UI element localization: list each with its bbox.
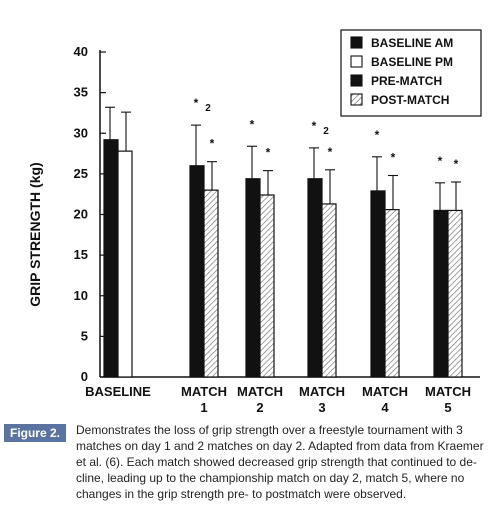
legend-label: BASELINE PM [371, 55, 453, 69]
legend: BASELINE AM BASELINE PM PRE-MATCH POST-MATC… [340, 29, 482, 117]
legend-swatch [350, 93, 363, 106]
significance-marker: * [375, 128, 380, 142]
y-tick-label: 15 [74, 247, 88, 262]
bar [447, 209, 463, 378]
y-tick-label: 30 [74, 125, 88, 140]
legend-label: PRE-MATCH [371, 74, 442, 88]
caption-line: cline, leading up to the championship ma… [76, 471, 465, 485]
y-tick-label: 40 [74, 44, 88, 59]
significance-marker: * [250, 117, 255, 131]
x-tick-label: 1 [200, 400, 207, 415]
legend-swatch [350, 74, 363, 87]
figure-label: Figure 2. [4, 424, 66, 442]
caption-line: matches on day 1 and 2 matches on day 2.… [76, 439, 484, 453]
bar [433, 209, 449, 378]
caption-line: changes in the grip strength pre- to pos… [76, 487, 407, 501]
caption-line: et al. (6). Each match showed decreased … [76, 455, 477, 469]
bar [103, 139, 119, 378]
bar [259, 194, 275, 378]
significance-marker: * [194, 96, 199, 110]
x-tick-label: MATCH [362, 384, 408, 399]
significance-marker: * [210, 137, 215, 151]
y-tick-label: 35 [74, 85, 88, 100]
y-tick-label: 10 [74, 288, 88, 303]
legend-label: POST-MATCH [371, 93, 449, 107]
x-tick-label: MATCH [299, 384, 345, 399]
y-tick-label: 5 [81, 328, 88, 343]
bar [370, 190, 386, 378]
significance-marker: * [438, 154, 443, 168]
bar [117, 150, 133, 378]
significance-marker: * [454, 157, 459, 171]
x-tick-label: BASELINE [85, 384, 151, 399]
significance-superscript: 2 [323, 126, 329, 137]
y-axis-label: GRIP STRENGTH (kg) [27, 162, 43, 306]
legend-box [340, 29, 482, 117]
bars-layer: * 2 * * * * 2 * * * * * [103, 96, 463, 378]
x-tick-label: 2 [256, 400, 263, 415]
x-tick-label: 5 [444, 400, 451, 415]
bar [203, 189, 219, 378]
x-tick-label: MATCH [237, 384, 283, 399]
legend-label: BASELINE AM [371, 36, 453, 50]
significance-marker: * [391, 151, 396, 165]
y-tick-label: 25 [74, 166, 88, 181]
bar [189, 165, 205, 378]
y-tick-label: 0 [81, 369, 88, 384]
x-tick-label: 4 [381, 400, 389, 415]
x-tick-label: MATCH [425, 384, 471, 399]
bar [321, 203, 337, 378]
y-tick-label: 20 [74, 207, 88, 222]
figure-caption: Figure 2. Demonstrates the loss of grip … [0, 420, 504, 518]
legend-swatch [350, 55, 363, 68]
significance-marker: * [266, 146, 271, 160]
legend-swatch [350, 36, 363, 49]
bar [245, 178, 261, 378]
bar [384, 209, 400, 378]
x-tick-label: MATCH [181, 384, 227, 399]
bar [307, 178, 323, 378]
caption-line: Demonstrates the loss of grip strength o… [76, 423, 463, 437]
significance-marker: * [328, 145, 333, 159]
x-tick-label: 3 [318, 400, 325, 415]
caption-text: Demonstrates the loss of grip strength o… [76, 422, 504, 502]
significance-superscript: 2 [205, 103, 211, 114]
significance-marker: * [312, 119, 317, 133]
